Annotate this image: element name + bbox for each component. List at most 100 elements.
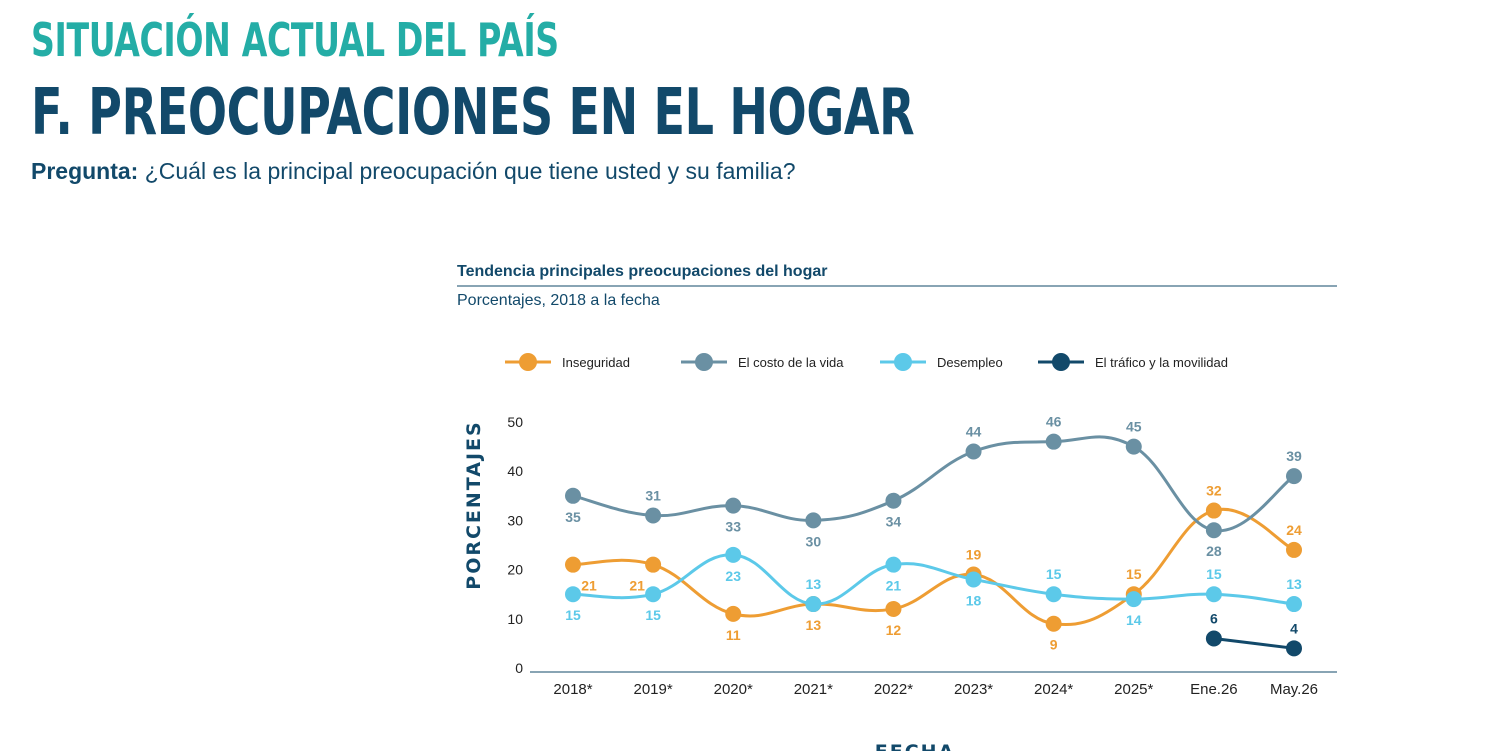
y-tick-label: 20: [507, 562, 523, 578]
legend: Inseguridad El costo de la vida Desempleo E…: [505, 353, 1228, 371]
data-point: [1045, 615, 1062, 632]
data-point: [1286, 541, 1302, 558]
data-label: 44: [966, 424, 982, 440]
y-tick-label: 30: [507, 512, 523, 528]
data-point: [1205, 630, 1222, 647]
x-tick-label: 2024*: [1034, 681, 1073, 698]
data-label: 21: [581, 578, 597, 594]
data-label: 23: [725, 568, 741, 584]
data-point: [645, 507, 662, 524]
x-tick-label: May.26: [1270, 681, 1318, 698]
data-label: 28: [1206, 543, 1222, 559]
legend-marker: [519, 353, 537, 371]
axes: 0 10 20 30 40 50 2018* 2019* 2020* 2021* 2022* 2023…: [507, 414, 1337, 698]
data-point: [1045, 433, 1062, 450]
data-label: 4: [1290, 620, 1298, 636]
data-label: 46: [1046, 414, 1062, 430]
series-line: [572, 435, 1295, 533]
data-point: [1205, 586, 1222, 603]
data-point: [885, 556, 902, 573]
data-point: [565, 487, 581, 504]
data-point: [805, 596, 822, 613]
data-point: [1125, 438, 1142, 455]
data-point: [1205, 502, 1222, 519]
data-point: [645, 556, 662, 573]
data-point: [805, 512, 822, 529]
data-label: 15: [565, 607, 581, 623]
data-point: [565, 586, 581, 603]
data-point: [645, 586, 662, 603]
legend-label: Desempleo: [937, 355, 1003, 370]
data-label: 45: [1126, 419, 1142, 435]
legend-marker: [695, 353, 713, 371]
series-line: [572, 507, 1295, 626]
series-4: 64: [1205, 610, 1302, 657]
data-label: 15: [1206, 566, 1222, 582]
data-point: [965, 443, 982, 460]
data-label: 21: [886, 578, 902, 594]
data-point: [1205, 522, 1222, 539]
data-label: 12: [886, 622, 902, 638]
x-tick-label: Ene.26: [1190, 681, 1238, 698]
data-label: 30: [806, 533, 822, 549]
data-label: 33: [725, 519, 741, 535]
data-label: 13: [806, 617, 822, 633]
series-3: 15 15 23 13 21 18 15 14 15 13: [565, 546, 1302, 628]
data-point: [885, 492, 902, 509]
y-tick-label: 40: [507, 463, 523, 479]
y-tick-label: 0: [515, 660, 523, 676]
data-label: 15: [1046, 566, 1062, 582]
legend-label: Inseguridad: [562, 355, 630, 370]
data-label: 19: [966, 547, 982, 563]
data-point: [1286, 640, 1302, 657]
data-point: [565, 556, 581, 573]
page-title: F. PREOCUPACIONES EN EL HOGAR: [31, 76, 915, 150]
data-point: [725, 497, 742, 514]
series-1: 21 21 11 13 12 19 9 15 32 24: [565, 483, 1302, 653]
question: Pregunta: ¿Cuál es la principal preocupa…: [31, 158, 796, 185]
y-tick-label: 50: [507, 414, 523, 430]
data-label: 32: [1206, 483, 1222, 499]
x-axis-title: FECHA: [875, 741, 956, 751]
data-label: 35: [565, 509, 581, 525]
chart-title: Tendencia principales preocupaciones del…: [457, 263, 827, 280]
data-label: 15: [1126, 566, 1142, 582]
data-label: 39: [1286, 448, 1302, 464]
overtitle: SITUACIÓN ACTUAL DEL PAÍS: [31, 13, 559, 67]
data-label: 13: [1286, 576, 1302, 592]
data-point: [725, 546, 742, 563]
data-label: 18: [966, 592, 982, 608]
x-tick-label: 2022*: [874, 681, 913, 698]
x-tick-label: 2019*: [634, 681, 673, 698]
series-2: 35 31 33 30 34 44 46 45 28 39: [565, 414, 1302, 559]
data-point: [725, 605, 742, 622]
question-text: ¿Cuál es la principal preocupación que t…: [144, 158, 796, 184]
data-point: [1286, 596, 1302, 613]
y-axis-title: PORCENTAJES: [463, 420, 485, 589]
x-tick-label: 2025*: [1114, 681, 1153, 698]
y-tick-label: 10: [507, 611, 523, 627]
data-label: 9: [1050, 637, 1058, 653]
legend-marker: [894, 353, 912, 371]
data-point: [1045, 586, 1062, 603]
data-label: 14: [1126, 612, 1142, 628]
legend-marker: [1052, 353, 1070, 371]
data-point: [965, 571, 982, 588]
x-tick-label: 2020*: [714, 681, 753, 698]
data-label: 6: [1210, 610, 1218, 626]
data-label: 11: [726, 627, 741, 643]
chart-subtitle: Porcentajes, 2018 a la fecha: [457, 292, 660, 309]
data-label: 31: [645, 487, 661, 503]
legend-label: El tráfico y la movilidad: [1095, 355, 1228, 370]
legend-label: El costo de la vida: [738, 355, 844, 370]
data-label: 21: [629, 578, 645, 594]
series-line: [572, 553, 1295, 606]
data-label: 34: [886, 514, 902, 530]
x-tick-label: 2023*: [954, 681, 993, 698]
question-label: Pregunta:: [31, 158, 139, 184]
data-point: [1286, 468, 1302, 485]
x-tick-label: 2018*: [553, 681, 592, 698]
data-point: [885, 600, 902, 617]
